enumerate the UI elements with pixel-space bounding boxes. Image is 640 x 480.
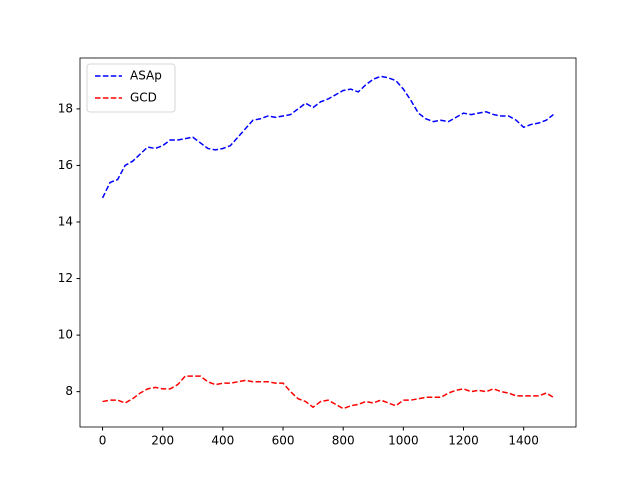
y-tick-label: 14 <box>58 215 73 229</box>
legend-box <box>86 63 176 113</box>
x-tick-label: 200 <box>151 434 174 448</box>
y-tick-label: 16 <box>58 158 73 172</box>
y-tick-label: 18 <box>58 101 73 115</box>
x-tick-label: 1400 <box>508 434 539 448</box>
legend-label: GCD <box>130 91 157 105</box>
x-tick-label: 400 <box>211 434 234 448</box>
legend-label: ASAp <box>130 69 162 83</box>
plot-frame <box>79 57 577 428</box>
x-tick-label: 800 <box>332 434 355 448</box>
x-tick-label: 1000 <box>388 434 419 448</box>
y-tick-label: 10 <box>58 328 73 342</box>
x-tick-label: 1200 <box>448 434 479 448</box>
data-line <box>101 75 554 199</box>
x-tick-label: 600 <box>272 434 295 448</box>
data-line <box>102 375 554 410</box>
x-tick-label: 0 <box>99 434 107 448</box>
y-tick-label: 12 <box>58 271 73 285</box>
y-tick-label: 8 <box>65 384 73 398</box>
